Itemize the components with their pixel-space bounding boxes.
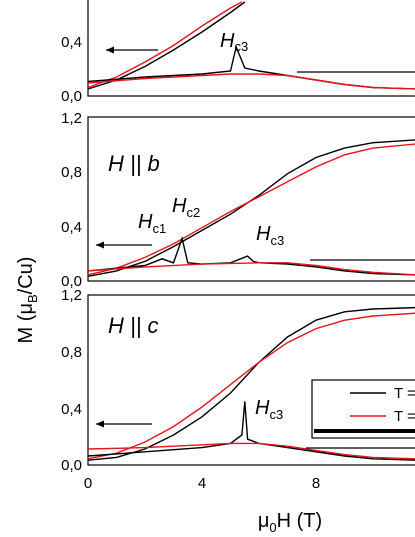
series-line-black xyxy=(88,1,246,90)
series-line-black xyxy=(88,236,415,276)
panel-middle: 0,0 0,4 0,8 1,2 H || b Hc1 Hc2 Hc3 xyxy=(61,110,415,290)
legend-label: T = xyxy=(394,385,415,402)
panel-top-plot xyxy=(88,1,415,90)
xtick-label: 0 xyxy=(84,475,92,492)
series-line-red xyxy=(88,1,243,89)
series-line-red xyxy=(88,442,415,460)
series-line-black xyxy=(88,401,415,461)
series-line-red xyxy=(88,312,415,460)
annotation-hc2: Hc2 xyxy=(172,195,200,220)
annotation-hc1: Hc1 xyxy=(138,211,166,236)
annotation-hc3: Hc3 xyxy=(220,30,248,54)
ytick-label: 0,8 xyxy=(61,344,82,361)
series-line-red xyxy=(88,143,415,276)
legend-label: T = xyxy=(394,408,415,425)
series-line-black xyxy=(88,44,415,90)
xtick-label: 8 xyxy=(312,475,320,492)
series-line-red xyxy=(88,73,415,90)
annotation-hc3: Hc3 xyxy=(255,397,283,422)
y-axis-label: M (μB/Cu) xyxy=(15,257,40,344)
panel-bottom-plot xyxy=(88,306,415,461)
ytick-label: 0,0 xyxy=(61,273,82,290)
ytick-label: 1,2 xyxy=(61,110,82,127)
ytick-label: 0,8 xyxy=(61,164,82,181)
direction-label: H || b xyxy=(108,151,160,176)
ytick-label: 0,4 xyxy=(61,34,82,51)
panel-top: 0,0 0,4 Hc3 xyxy=(61,0,415,105)
ytick-label: 0,0 xyxy=(61,457,82,474)
panel-bottom: 0,0 0,4 0,8 1,2 H || c Hc3 T = T = xyxy=(61,287,415,474)
direction-label: H || c xyxy=(108,313,159,338)
ytick-label: 1,2 xyxy=(61,287,82,304)
annotation-hc3: Hc3 xyxy=(256,223,284,248)
legend: T = T = xyxy=(311,379,415,439)
series-line-red xyxy=(88,262,415,276)
panel-middle-plot xyxy=(88,139,415,277)
ytick-label: 0,4 xyxy=(61,219,82,236)
series-line-black xyxy=(88,306,415,461)
x-axis-label: μ0H (T) xyxy=(258,510,322,535)
ytick-label: 0,0 xyxy=(61,88,82,105)
xtick-label: 4 xyxy=(198,475,206,492)
ytick-label: 0,4 xyxy=(61,401,82,418)
